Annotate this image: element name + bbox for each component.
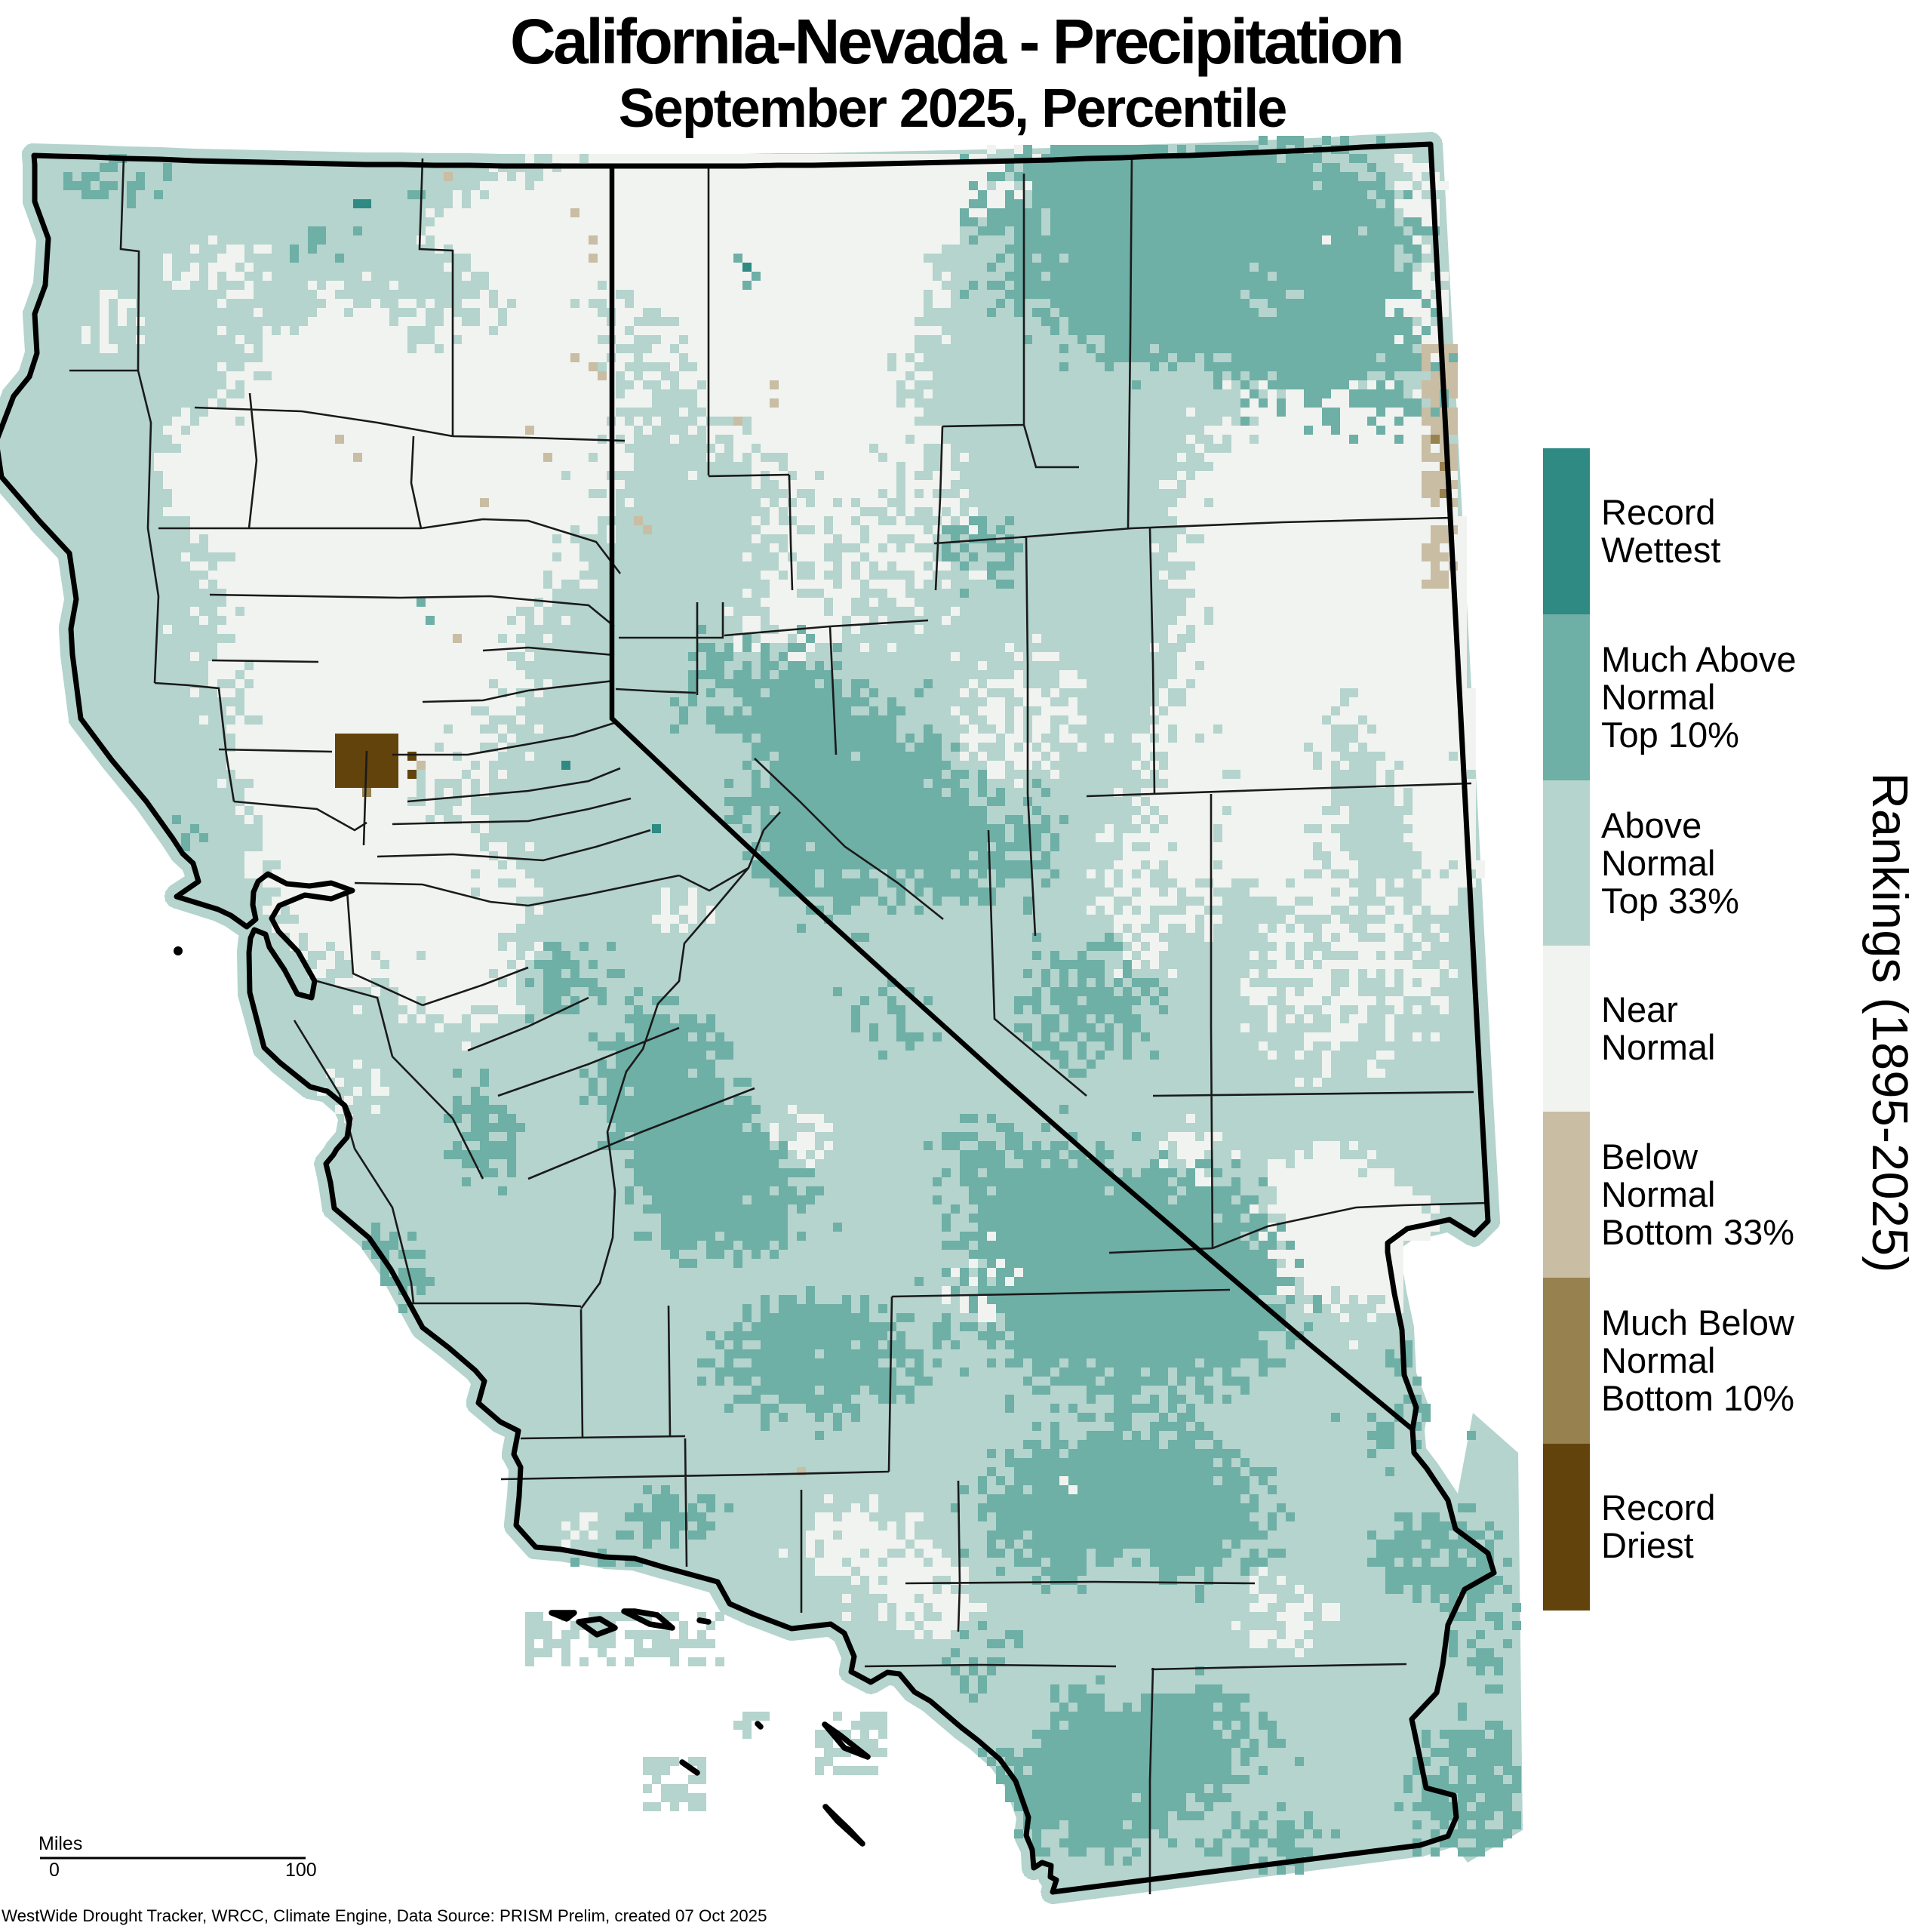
- svg-text:WestWide Drought Tracker, WRCC: WestWide Drought Tracker, WRCC, Climate …: [2, 1906, 767, 1925]
- svg-text:Normal: Normal: [1601, 843, 1715, 883]
- svg-text:California-Nevada - Precipitat: California-Nevada - Precipitation: [510, 6, 1402, 77]
- svg-text:Below: Below: [1601, 1137, 1698, 1177]
- svg-text:Normal: Normal: [1601, 677, 1715, 717]
- svg-text:Normal: Normal: [1601, 1340, 1715, 1380]
- svg-text:Miles: Miles: [38, 1833, 82, 1854]
- svg-text:Record: Record: [1601, 1487, 1716, 1527]
- svg-text:Wettest: Wettest: [1601, 530, 1720, 570]
- svg-text:Much Below: Much Below: [1601, 1303, 1795, 1343]
- svg-text:Driest: Driest: [1601, 1525, 1694, 1565]
- svg-text:Bottom 33%: Bottom 33%: [1601, 1212, 1794, 1252]
- svg-text:0: 0: [49, 1860, 60, 1881]
- svg-text:Normal: Normal: [1601, 1174, 1715, 1214]
- svg-text:Top 33%: Top 33%: [1601, 881, 1739, 921]
- svg-text:Above: Above: [1601, 805, 1702, 845]
- svg-text:Rankings (1895-2025): Rankings (1895-2025): [1861, 773, 1909, 1273]
- svg-text:100: 100: [285, 1860, 317, 1881]
- svg-text:Bottom 10%: Bottom 10%: [1601, 1378, 1794, 1418]
- svg-text:Much Above: Much Above: [1601, 639, 1797, 679]
- svg-text:Normal: Normal: [1601, 1027, 1715, 1067]
- svg-text:September 2025, Percentile: September 2025, Percentile: [619, 78, 1286, 139]
- svg-text:Top 10%: Top 10%: [1601, 715, 1739, 755]
- svg-text:Record: Record: [1601, 492, 1716, 532]
- svg-text:Near: Near: [1601, 989, 1678, 1029]
